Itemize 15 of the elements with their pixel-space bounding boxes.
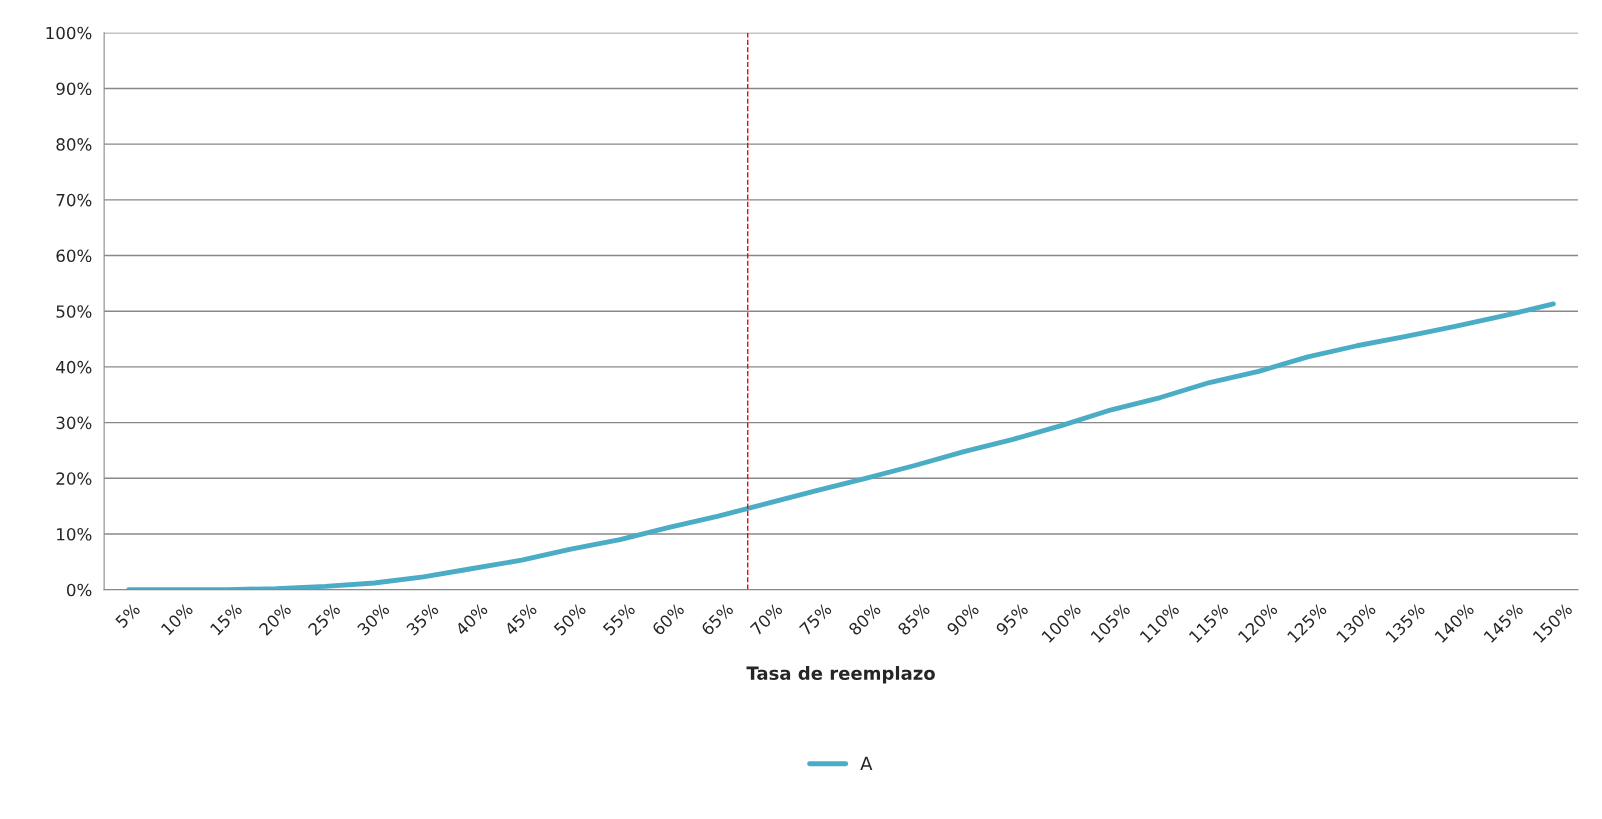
y-tick-label: 40%	[56, 360, 92, 374]
y-tick-label: 30%	[56, 416, 92, 430]
x-tick-label: 5%	[114, 602, 141, 629]
x-axis-title: Tasa de reemplazo	[746, 666, 935, 684]
y-tick-label: 20%	[56, 472, 92, 485]
legend-label: A	[860, 756, 873, 771]
y-tick-label: 70%	[56, 193, 92, 207]
y-tick-label: 50%	[56, 305, 92, 318]
y-tick-label: 10%	[57, 527, 92, 541]
y-tick-label: 0%	[66, 583, 92, 597]
line-series	[126, 301, 1556, 590]
y-tick-label: 90%	[56, 82, 92, 96]
y-tick-label: 80%	[56, 138, 92, 151]
y-tick-label: 100%	[46, 26, 92, 40]
y-tick-label: 60%	[56, 249, 92, 263]
